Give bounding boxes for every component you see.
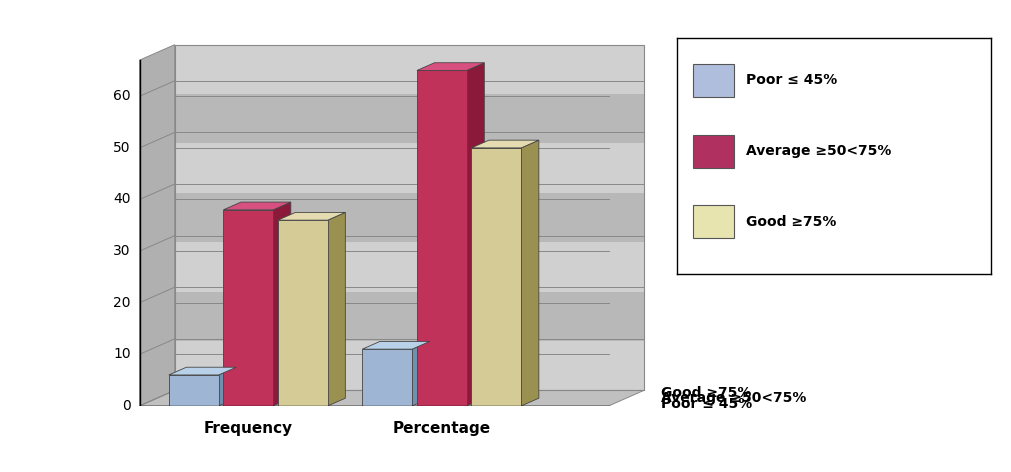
Text: Good ≥75%: Good ≥75% [661, 386, 752, 400]
Polygon shape [140, 45, 175, 406]
Polygon shape [218, 367, 237, 406]
Polygon shape [140, 390, 644, 406]
Polygon shape [175, 143, 644, 193]
Text: Average ≥50<75%: Average ≥50<75% [661, 391, 807, 405]
Polygon shape [175, 94, 644, 143]
Polygon shape [412, 341, 430, 406]
Polygon shape [417, 70, 467, 406]
Text: Percentage: Percentage [392, 421, 491, 437]
Polygon shape [175, 292, 644, 341]
Polygon shape [169, 367, 237, 375]
Polygon shape [175, 242, 644, 292]
Polygon shape [175, 193, 644, 242]
Polygon shape [175, 341, 644, 390]
Text: 10: 10 [113, 347, 130, 361]
Polygon shape [278, 212, 346, 220]
Polygon shape [175, 45, 644, 94]
Polygon shape [169, 375, 218, 406]
Bar [693, 64, 734, 97]
Polygon shape [471, 148, 522, 406]
Bar [693, 135, 734, 168]
Text: 30: 30 [113, 244, 130, 258]
Text: 20: 20 [113, 296, 130, 310]
Text: Good ≥75%: Good ≥75% [746, 215, 837, 229]
Polygon shape [362, 341, 430, 349]
Text: Average ≥50<75%: Average ≥50<75% [746, 144, 892, 158]
Polygon shape [328, 212, 346, 406]
Text: 0: 0 [122, 399, 130, 413]
Text: 60: 60 [113, 89, 130, 103]
Polygon shape [223, 202, 291, 210]
Polygon shape [223, 210, 273, 406]
Polygon shape [471, 140, 539, 148]
Text: Frequency: Frequency [204, 421, 293, 437]
Polygon shape [467, 63, 484, 406]
Polygon shape [273, 202, 291, 406]
Text: 40: 40 [113, 193, 130, 206]
Polygon shape [417, 63, 484, 70]
Polygon shape [362, 349, 412, 406]
Text: Poor ≤ 45%: Poor ≤ 45% [661, 396, 752, 411]
Text: 50: 50 [113, 141, 130, 155]
Polygon shape [278, 220, 328, 406]
Bar [693, 205, 734, 238]
Text: Poor ≤ 45%: Poor ≤ 45% [746, 73, 837, 87]
Polygon shape [522, 140, 539, 406]
